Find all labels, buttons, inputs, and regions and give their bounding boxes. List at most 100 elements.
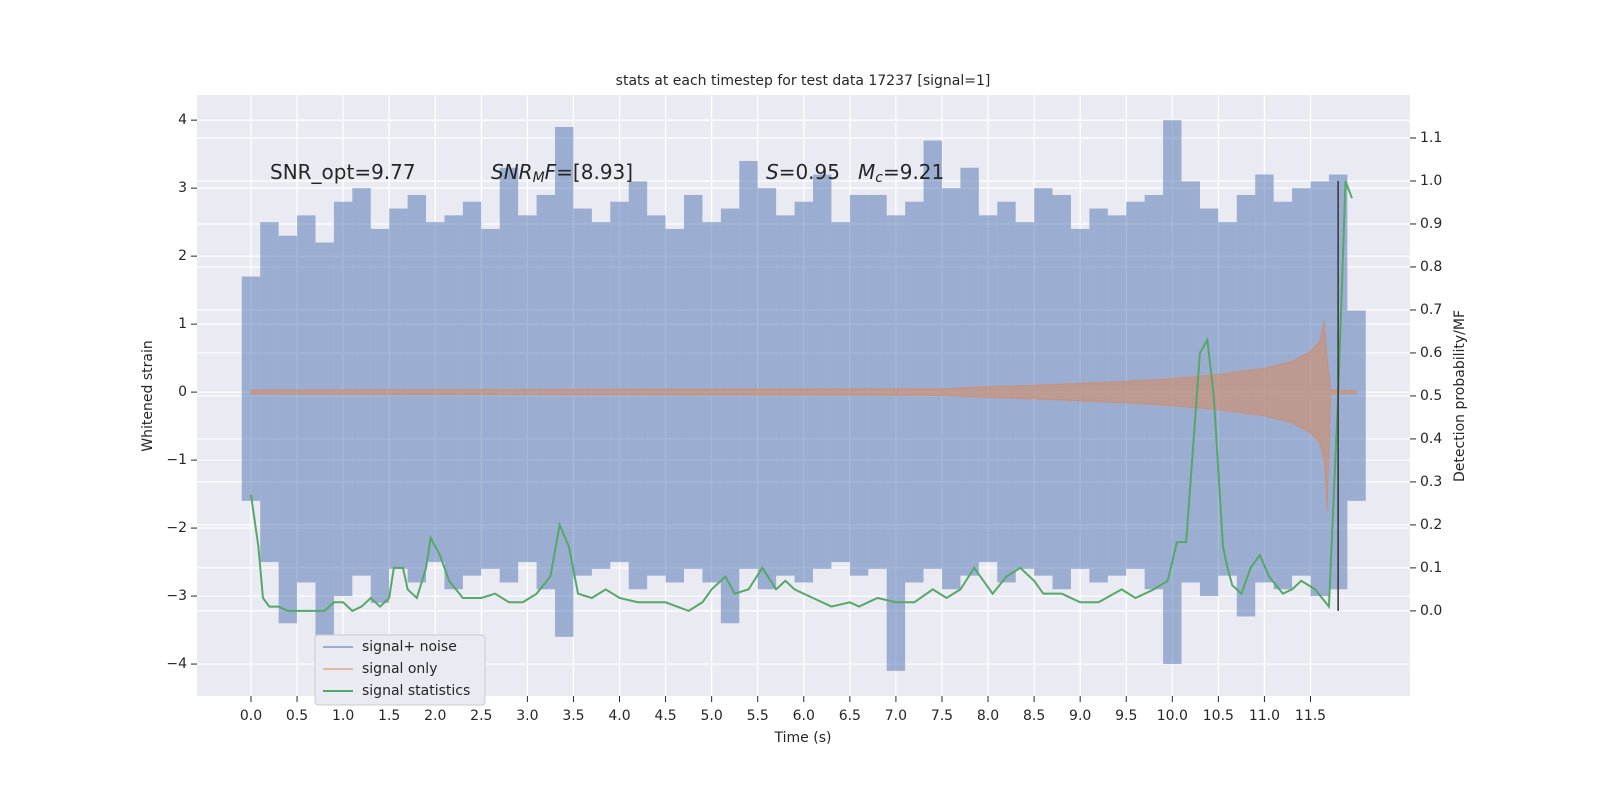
noise-bin: [555, 126, 574, 637]
y2-tick-label: 0.5: [1420, 388, 1442, 404]
y2-tick-label: 0.9: [1420, 216, 1442, 232]
noise-bin: [684, 194, 703, 569]
x-tick-label: 5.0: [701, 708, 723, 724]
y-tick-label: 0: [178, 384, 187, 400]
noise-bin: [739, 160, 758, 569]
annotation-part: SNR: [491, 160, 533, 184]
x-tick-label: 11.5: [1295, 708, 1326, 724]
annotation: SNR_opt=9.77: [270, 160, 416, 184]
y-tick-label: 3: [178, 180, 187, 196]
x-tick-label: 6.0: [793, 708, 815, 724]
y2-tick-label: 1.0: [1420, 173, 1442, 189]
legend-box: [314, 634, 486, 706]
noise-bin: [518, 215, 537, 563]
x-tick-label: 9.5: [1115, 708, 1137, 724]
annotation-part: F: [545, 160, 557, 184]
annotation-sub: c: [875, 170, 883, 186]
x-tick-label: 1.5: [378, 708, 400, 724]
y2-tick-label: 0.6: [1420, 345, 1442, 361]
y2-axis-label: Detection probability/MF: [1452, 310, 1468, 482]
noise-bin: [241, 276, 261, 501]
noise-bin: [278, 235, 298, 624]
y-tick-label: 1: [178, 316, 187, 332]
noise-bin: [628, 181, 648, 590]
y2-tick-label: 1.1: [1420, 130, 1442, 146]
noise-bin: [665, 228, 685, 583]
x-tick-label: 11.0: [1249, 708, 1280, 724]
noise-bin: [923, 140, 942, 569]
x-tick-label: 1.0: [332, 708, 354, 724]
noise-bin: [370, 228, 390, 603]
x-axis-label: Time (s): [774, 730, 832, 746]
annotation: S=0.95: [766, 160, 840, 184]
noise-bin: [702, 222, 721, 583]
noise-bin: [481, 228, 500, 569]
x-tick-label: 10.5: [1203, 708, 1234, 724]
noise-bin: [1034, 188, 1053, 576]
y-axis-label: Whitened strain: [140, 340, 156, 451]
noise-bin: [407, 194, 427, 583]
noise-bin: [868, 194, 887, 569]
x-tick-label: 8.0: [977, 708, 999, 724]
y2-tick-label: 0.3: [1420, 474, 1442, 490]
y2-tick-label: 0.4: [1420, 431, 1442, 447]
y-tick-label: −4: [166, 656, 187, 672]
noise-bin: [960, 167, 979, 576]
x-tick-label: 3.5: [562, 708, 584, 724]
x-tick-label: 2.0: [424, 708, 446, 724]
y-tick-label: 4: [178, 112, 187, 128]
x-tick-label: 6.5: [839, 708, 861, 724]
noise-bin: [444, 215, 463, 590]
noise-bin: [333, 201, 353, 597]
noise-bin: [462, 201, 482, 576]
annotation-part: =0.95: [779, 160, 840, 184]
chart-title: stats at each timestep for test data 172…: [616, 73, 991, 89]
noise-bin: [352, 188, 371, 576]
x-tick-label: 7.0: [885, 708, 907, 724]
x-tick-label: 7.5: [931, 708, 953, 724]
annotation-sub: M: [533, 170, 545, 186]
y-tick-label: 2: [178, 248, 187, 264]
annotation-part: S: [766, 160, 779, 184]
x-tick-label: 2.5: [470, 708, 492, 724]
x-tick-label: 5.5: [747, 708, 769, 724]
legend-label: signal only: [362, 661, 437, 677]
noise-bin: [610, 201, 629, 563]
x-tick-label: 0.5: [286, 708, 308, 724]
annotation-part: M: [858, 160, 875, 184]
noise-bin: [297, 215, 316, 583]
x-tick-label: 8.5: [1023, 708, 1045, 724]
y-tick-label: −1: [166, 452, 187, 468]
x-tick-label: 9.0: [1069, 708, 1091, 724]
noise-bin: [499, 167, 519, 583]
noise-bin: [812, 174, 832, 569]
legend-label: signal+ noise: [362, 639, 457, 655]
y-tick-label: −2: [166, 520, 187, 536]
x-tick-label: 4.0: [608, 708, 630, 724]
noise-bin: [720, 208, 740, 624]
annotation-part: SNR_opt=9.77: [270, 160, 416, 184]
x-tick-label: 10.0: [1157, 708, 1188, 724]
y2-tick-label: 0.1: [1420, 560, 1442, 576]
annotation-part: =[8.93]: [556, 160, 633, 184]
noise-bin: [849, 194, 869, 576]
noise-bin: [647, 215, 666, 576]
annotation: Mc=9.21: [858, 160, 944, 187]
annotation-part: =9.21: [883, 160, 944, 184]
annotation: SNRMF=[8.93]: [491, 160, 633, 187]
y2-tick-label: 0.0: [1420, 603, 1442, 619]
y2-tick-label: 0.8: [1420, 259, 1442, 275]
y2-tick-label: 0.7: [1420, 302, 1442, 318]
noise-bin: [315, 242, 334, 658]
noise-bin: [1347, 310, 1366, 501]
noise-bin: [591, 222, 611, 569]
stat-line: [249, 180, 1353, 613]
noise-bin: [389, 208, 408, 569]
x-tick-label: 0.0: [240, 708, 262, 724]
legend-label: signal statistics: [362, 683, 470, 699]
x-tick-label: 4.5: [654, 708, 676, 724]
x-tick-label: 3.0: [516, 708, 538, 724]
y-tick-label: −3: [166, 588, 187, 604]
noise-bin: [886, 215, 906, 671]
